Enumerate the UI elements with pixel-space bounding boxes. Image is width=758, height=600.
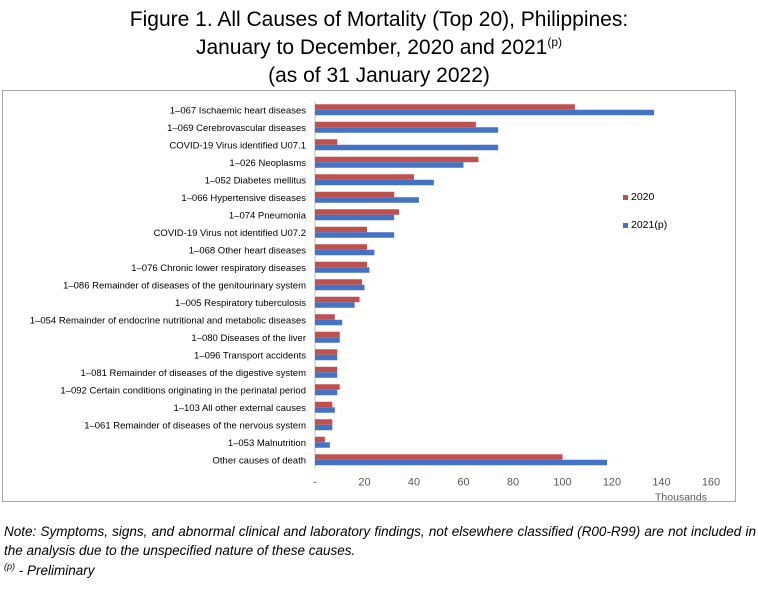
bar-2021p <box>315 319 343 326</box>
bar-2020 <box>315 104 575 110</box>
bar-2021p <box>315 232 395 238</box>
x-axis-unit-label: Thousands <box>655 492 707 504</box>
figure-title-line-2: January to December, 2020 and 2021(p) <box>0 34 758 62</box>
bar-2020 <box>315 366 338 373</box>
bar-2021p <box>315 267 370 273</box>
category-label: 1–086 Remainder of diseases of the genit… <box>63 280 306 291</box>
bar-2020 <box>315 191 395 198</box>
preliminary-note-text: - Preliminary <box>15 563 95 578</box>
figure-title-line-2-text: January to December, 2020 and 2021 <box>195 36 548 59</box>
bar-2020 <box>315 296 360 303</box>
bar-2021p <box>315 127 499 133</box>
category-label: 1–026 Neoplasms <box>229 158 306 169</box>
x-tick-label: 160 <box>702 477 720 489</box>
footnote: Note: Symptoms, signs, and abnormal clin… <box>4 524 756 558</box>
bar-chart: 1–067 Ischaemic heart diseases 1–069 Cere… <box>30 101 720 504</box>
category-label: 1–068 Other heart diseases <box>189 245 306 256</box>
legend-label: 2021(p) <box>631 219 667 231</box>
category-label: 1–080 Diseases of the liver <box>191 333 306 344</box>
x-tick-label: - <box>313 477 317 489</box>
preliminary-note: (p) - Preliminary <box>4 561 304 580</box>
bar-2021p <box>315 337 340 343</box>
x-tick-label: 60 <box>457 477 469 489</box>
bar-2020 <box>315 244 367 250</box>
bar-2021p <box>315 144 499 151</box>
x-tick-label: 100 <box>553 477 571 489</box>
x-tick-label: 120 <box>603 477 621 489</box>
legend-label: 2020 <box>631 191 655 203</box>
x-tick-label: 140 <box>652 477 670 489</box>
category-label: Other causes of death <box>213 455 306 466</box>
bar-2021p <box>315 407 335 413</box>
bar-2021p <box>315 302 355 308</box>
category-label: 1–081 Remainder of diseases of the diges… <box>81 368 307 379</box>
bar-2021p <box>315 162 464 168</box>
category-label: 1–052 Diabetes mellitus <box>205 175 307 186</box>
x-tick-label: 40 <box>408 477 420 489</box>
category-label: 1–103 All other external causes <box>173 403 306 414</box>
category-label: COVID-19 Virus not identified U07.2 <box>154 228 306 239</box>
legend-swatch-2021p <box>623 223 628 228</box>
bar-2021p <box>315 109 655 116</box>
category-label: 1–054 Remainder of endocrine nutritional… <box>30 315 306 326</box>
bar-2020 <box>315 384 340 390</box>
bar-2020 <box>315 121 476 128</box>
bar-2021p <box>315 459 608 466</box>
bar-2020 <box>315 139 338 145</box>
bar-2021p <box>315 284 365 291</box>
bar-2021p <box>315 354 338 361</box>
bar-2021p <box>315 179 434 186</box>
bar-2021p <box>315 424 333 431</box>
bar-2020 <box>315 279 363 285</box>
figure-title-line-3: (as of 31 January 2022) <box>268 64 490 87</box>
category-label: 1–067 Ischaemic heart diseases <box>170 105 306 116</box>
bar-2020 <box>315 226 367 233</box>
bar-2020 <box>315 436 325 443</box>
legend-swatch-2020 <box>623 195 628 200</box>
bar-2020 <box>315 349 338 355</box>
bar-2020 <box>315 401 333 408</box>
bar-2020 <box>315 331 340 338</box>
bar-2020 <box>315 209 400 215</box>
bar-2020 <box>315 454 563 460</box>
bar-2020 <box>315 314 335 320</box>
preliminary-superscript: (p) <box>547 35 563 49</box>
category-label: COVID-19 Virus identified U07.1 <box>169 140 306 151</box>
bar-2020 <box>315 156 479 163</box>
category-label: 1–096 Transport accidents <box>194 350 306 361</box>
category-label: 1–069 Cerebrovascular diseases <box>167 123 306 134</box>
bar-2021p <box>315 249 375 256</box>
bar-2021p <box>315 197 419 203</box>
category-label: 1–066 Hypertensive diseases <box>181 193 306 204</box>
bar-2020 <box>315 419 333 425</box>
category-label: 1–074 Pneumonia <box>229 210 307 221</box>
figure-title-line-1: Figure 1. All Causes of Mortality (Top 2… <box>129 8 629 31</box>
bar-2021p <box>315 372 338 378</box>
x-tick-label: 20 <box>358 477 370 489</box>
bar-2021p <box>315 389 338 396</box>
chart-area: 1–067 Ischaemic heart diseases 1–069 Cere… <box>2 90 736 504</box>
preliminary-note-sup: (p) <box>4 561 15 572</box>
bar-2021p <box>315 442 330 448</box>
category-label: 1–076 Chronic lower respiratory diseases <box>131 263 306 274</box>
category-label: 1–005 Respiratory tuberculosis <box>175 298 306 309</box>
bar-2021p <box>315 214 395 221</box>
category-label: 1–053 Malnutrition <box>228 438 306 449</box>
bar-2020 <box>315 174 414 180</box>
category-label: 1–061 Remainder of diseases of the nervo… <box>84 420 306 431</box>
x-tick-label: 80 <box>507 477 519 489</box>
bar-2020 <box>315 261 367 268</box>
category-label: 1–092 Certain conditions originating in … <box>60 385 306 396</box>
